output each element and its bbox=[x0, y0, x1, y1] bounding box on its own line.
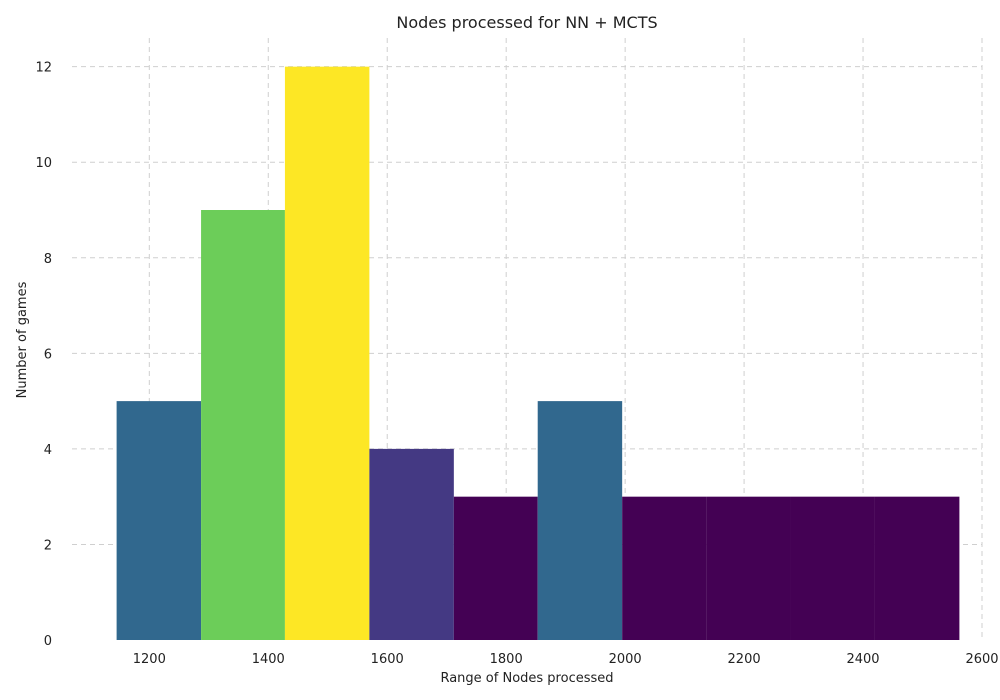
y-tick-label: 12 bbox=[35, 61, 52, 76]
histogram-bar bbox=[453, 496, 538, 640]
histogram-bar bbox=[369, 448, 454, 640]
histogram-bar bbox=[116, 401, 202, 640]
y-tick-label: 8 bbox=[44, 252, 52, 267]
y-tick-label: 0 bbox=[44, 634, 52, 649]
y-tick-labels: 0 2 4 6 8 10 12 bbox=[35, 61, 52, 649]
x-tick-label: 2200 bbox=[728, 652, 761, 667]
y-tick-label: 10 bbox=[35, 156, 52, 171]
histogram-bar bbox=[284, 66, 370, 640]
y-axis-label: Number of games bbox=[15, 281, 30, 398]
y-tick-label: 6 bbox=[44, 347, 52, 362]
histogram-bars bbox=[116, 66, 960, 640]
x-tick-label: 1200 bbox=[133, 652, 166, 667]
chart-title: Nodes processed for NN + MCTS bbox=[396, 13, 657, 32]
x-tick-label: 2400 bbox=[846, 652, 879, 667]
x-tick-label: 2600 bbox=[965, 652, 998, 667]
histogram-bar bbox=[622, 496, 707, 640]
histogram-bar bbox=[874, 496, 960, 640]
x-tick-label: 2000 bbox=[609, 652, 642, 667]
y-tick-label: 4 bbox=[44, 443, 52, 458]
x-axis-label: Range of Nodes processed bbox=[440, 671, 613, 686]
x-tick-label: 1600 bbox=[371, 652, 404, 667]
x-tick-label: 1800 bbox=[490, 652, 523, 667]
histogram-bar bbox=[706, 496, 791, 640]
histogram-bar bbox=[201, 210, 285, 640]
x-tick-labels: 1200 1400 1600 1800 2000 2200 2400 2600 bbox=[133, 652, 999, 667]
histogram-bar bbox=[790, 496, 875, 640]
histogram-bar bbox=[537, 401, 623, 640]
y-tick-label: 2 bbox=[44, 538, 52, 553]
x-tick-label: 1400 bbox=[252, 652, 285, 667]
